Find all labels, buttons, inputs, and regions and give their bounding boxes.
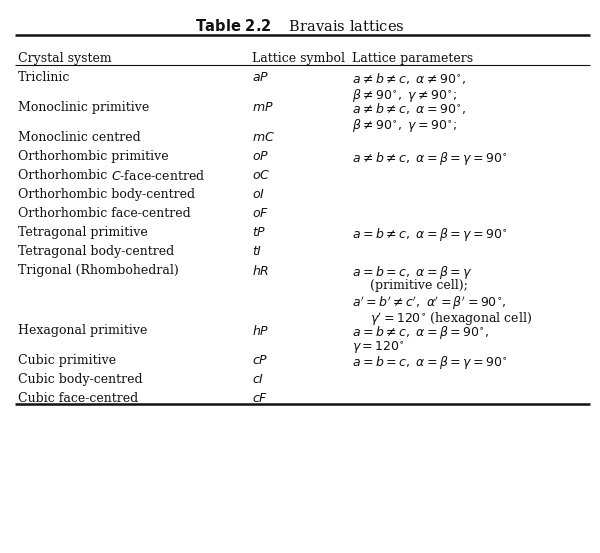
Text: $\mathit{mC}$: $\mathit{mC}$ — [252, 131, 275, 144]
Text: $\beta\neq 90^{\circ},\ \gamma = 90^{\circ};$: $\beta\neq 90^{\circ},\ \gamma = 90^{\ci… — [352, 117, 457, 133]
Text: Trigonal (Rhombohedral): Trigonal (Rhombohedral) — [18, 264, 179, 277]
Text: $\mathit{hR}$: $\mathit{hR}$ — [252, 264, 269, 278]
Text: $\mathit{cP}$: $\mathit{cP}$ — [252, 354, 268, 367]
Text: $\mathit{oC}$: $\mathit{oC}$ — [252, 169, 271, 182]
Text: $\mathit{hP}$: $\mathit{hP}$ — [252, 324, 269, 338]
Text: Orthorhombic: Orthorhombic — [18, 169, 111, 182]
Text: Tetragonal primitive: Tetragonal primitive — [18, 226, 148, 239]
Text: Triclinic: Triclinic — [18, 71, 70, 84]
Text: $a = b\neq c,\ \alpha = \beta = 90^{\circ},$: $a = b\neq c,\ \alpha = \beta = 90^{\cir… — [352, 324, 489, 341]
Text: $\mathit{tP}$: $\mathit{tP}$ — [252, 226, 266, 239]
Text: $a = b\neq c,\ \alpha = \beta = \gamma = 90^{\circ}$: $a = b\neq c,\ \alpha = \beta = \gamma =… — [352, 226, 508, 243]
Text: $\mathit{tI}$: $\mathit{tI}$ — [252, 245, 262, 258]
Text: $a\neq b\neq c,\ \alpha = \beta = \gamma = 90^{\circ}$: $a\neq b\neq c,\ \alpha = \beta = \gamma… — [352, 150, 508, 167]
Text: Cubic primitive: Cubic primitive — [18, 354, 116, 367]
Text: $\mathit{oF}$: $\mathit{oF}$ — [252, 207, 269, 220]
Text: (primitive cell);: (primitive cell); — [370, 279, 468, 293]
Text: Crystal system: Crystal system — [18, 52, 112, 65]
Text: $\gamma = 120^{\circ}$: $\gamma = 120^{\circ}$ — [352, 340, 405, 356]
Text: $C$-face-centred: $C$-face-centred — [111, 169, 205, 183]
Text: Lattice parameters: Lattice parameters — [352, 52, 473, 65]
Text: Monoclinic primitive: Monoclinic primitive — [18, 101, 149, 114]
Text: Monoclinic centred: Monoclinic centred — [18, 131, 141, 144]
Text: Cubic face-centred: Cubic face-centred — [18, 392, 138, 405]
Text: Orthorhombic face-centred: Orthorhombic face-centred — [18, 207, 191, 220]
Text: Tetragonal body-centred: Tetragonal body-centred — [18, 245, 174, 258]
Text: $\beta\neq 90^{\circ},\ \gamma\neq 90^{\circ};$: $\beta\neq 90^{\circ},\ \gamma\neq 90^{\… — [352, 86, 457, 103]
Text: $a\neq b\neq c,\ \alpha = 90^{\circ},$: $a\neq b\neq c,\ \alpha = 90^{\circ},$ — [352, 101, 466, 116]
Text: $a = b = c,\ \alpha = \beta = \gamma = 90^{\circ}$: $a = b = c,\ \alpha = \beta = \gamma = 9… — [352, 354, 508, 371]
Text: $\mathit{cI}$: $\mathit{cI}$ — [252, 373, 264, 386]
Text: $a = b = c,\ \alpha = \beta = \gamma$: $a = b = c,\ \alpha = \beta = \gamma$ — [352, 264, 472, 281]
Text: Hexagonal primitive: Hexagonal primitive — [18, 324, 148, 337]
Text: $\gamma^{\prime} = 120^{\circ}$ (hexagonal cell): $\gamma^{\prime} = 120^{\circ}$ (hexagon… — [370, 310, 532, 328]
Text: Lattice symbol: Lattice symbol — [252, 52, 345, 65]
Text: $\mathit{cF}$: $\mathit{cF}$ — [252, 392, 268, 405]
Text: $a\neq b\neq c,\ \alpha\neq 90^{\circ},$: $a\neq b\neq c,\ \alpha\neq 90^{\circ},$ — [352, 71, 466, 86]
Text: Cubic body-centred: Cubic body-centred — [18, 373, 143, 386]
Text: $\mathit{aP}$: $\mathit{aP}$ — [252, 71, 269, 84]
Text: $\mathit{mP}$: $\mathit{mP}$ — [252, 101, 274, 114]
Text: $\mathit{oI}$: $\mathit{oI}$ — [252, 188, 265, 201]
Text: Orthorhombic primitive: Orthorhombic primitive — [18, 150, 169, 163]
Text: $\mathit{oP}$: $\mathit{oP}$ — [252, 150, 269, 163]
Text: $\mathbf{Table\ 2.2}$    Bravais lattices: $\mathbf{Table\ 2.2}$ Bravais lattices — [195, 18, 405, 34]
Text: $a^{\prime} = b^{\prime}\neq c^{\prime},\ \alpha^{\prime} = \beta^{\prime} = 90^: $a^{\prime} = b^{\prime}\neq c^{\prime},… — [352, 295, 506, 312]
Text: Orthorhombic body-centred: Orthorhombic body-centred — [18, 188, 195, 201]
